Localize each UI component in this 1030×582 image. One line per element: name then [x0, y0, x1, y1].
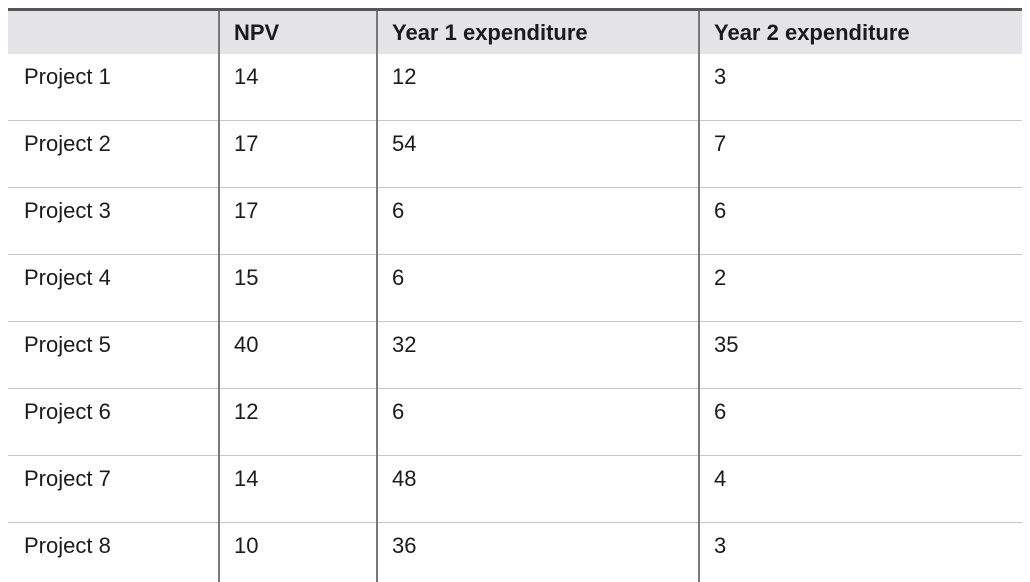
table-row: Project 3 17 6 6 — [8, 187, 1022, 255]
table-row: Project 4 15 6 2 — [8, 254, 1022, 322]
table-row: Project 6 12 6 6 — [8, 388, 1022, 456]
cell-npv: 17 — [218, 187, 377, 255]
cell-year1-expenditure: 48 — [376, 455, 699, 523]
cell-npv: 40 — [218, 321, 377, 389]
cell-project-name: Project 8 — [8, 522, 219, 582]
projects-table-container: NPV Year 1 expenditure Year 2 expenditur… — [8, 8, 1022, 582]
cell-year2-expenditure: 3 — [698, 522, 1022, 582]
cell-year1-expenditure: 6 — [376, 388, 699, 456]
cell-project-name: Project 1 — [24, 64, 111, 89]
projects-npv-expenditure-table: NPV Year 1 expenditure Year 2 expenditur… — [8, 8, 1022, 582]
column-header-year1-expenditure: Year 1 expenditure — [376, 9, 699, 54]
cell-project-name: Project 4 — [8, 254, 219, 322]
cell-year2-expenditure: 7 — [698, 120, 1022, 188]
cell-project-name: Project 2 — [8, 120, 219, 188]
cell-year2-expenditure: 2 — [698, 254, 1022, 322]
cell-npv: 17 — [218, 120, 377, 188]
cell-npv: 14 — [218, 54, 377, 121]
cell-project-name: Project 6 — [8, 388, 219, 456]
table-row: Project 7 14 48 4 — [8, 455, 1022, 523]
header-row: NPV Year 1 expenditure Year 2 expenditur… — [8, 9, 1022, 54]
cell-project-name: Project 5 — [8, 321, 219, 389]
table-row: Project 1 14 12 3 — [8, 54, 1022, 121]
cell-year2-expenditure: 4 — [698, 455, 1022, 523]
cell-year2-expenditure: 35 — [698, 321, 1022, 389]
cell-npv: 15 — [218, 254, 377, 322]
cell-year1-expenditure: 54 — [376, 120, 699, 188]
cell-npv: 14 — [218, 455, 377, 523]
cell-year2-expenditure: 6 — [698, 187, 1022, 255]
table-row: Project 8 10 36 3 — [8, 522, 1022, 582]
table-body: Project 1 14 12 3 Project 2 17 54 7 Proj… — [8, 54, 1022, 582]
column-header-year2-expenditure: Year 2 expenditure — [698, 9, 1022, 54]
cell-year1-expenditure: 6 — [376, 254, 699, 322]
cell-project-name: Project 7 — [8, 455, 219, 523]
cell-year1-expenditure: 6 — [376, 187, 699, 255]
cell-npv: 12 — [218, 388, 377, 456]
cell-year2-expenditure: 3 — [698, 54, 1022, 121]
cell-year1-expenditure: 32 — [376, 321, 699, 389]
column-header-npv: NPV — [218, 9, 377, 54]
table-row: Project 5 40 32 35 — [8, 321, 1022, 389]
cell-npv: 10 — [218, 522, 377, 582]
cell-project-name: Project 3 — [8, 187, 219, 255]
cell-year2-expenditure: 6 — [698, 388, 1022, 456]
column-header-blank — [8, 9, 219, 54]
table-row: Project 2 17 54 7 — [8, 120, 1022, 188]
cell-year1-expenditure: 36 — [376, 522, 699, 582]
table-header: NPV Year 1 expenditure Year 2 expenditur… — [8, 9, 1022, 54]
cell-year1-expenditure: 12 — [376, 54, 699, 121]
